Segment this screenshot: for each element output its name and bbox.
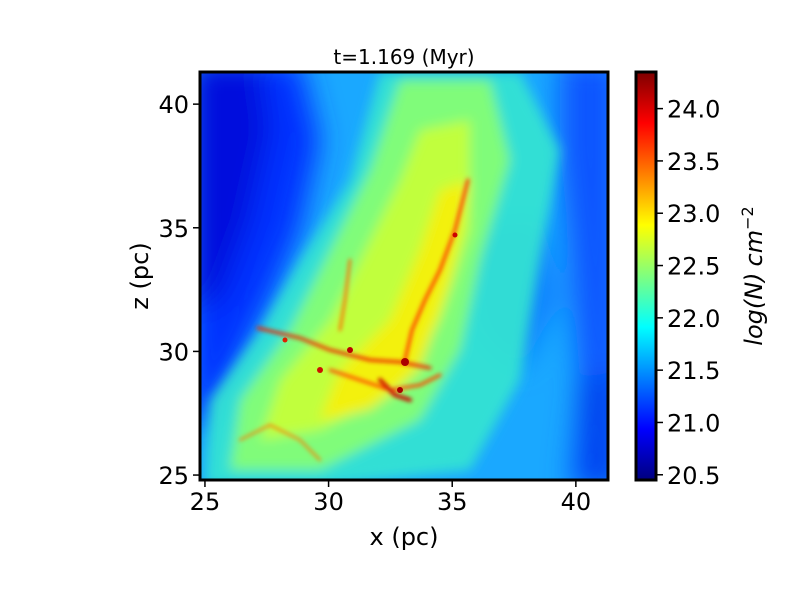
colorbar-tick-label: 23.0 [667,200,720,228]
colorbar-tick-label: 24.0 [667,96,720,124]
x-tick-label: 25 [190,488,221,516]
y-tick-label: 25 [158,462,189,490]
colorbar-frame [634,70,658,482]
x-axis-ticks: 25 30 35 40 [190,480,591,516]
colorbar-tick-label: 22.5 [667,253,720,281]
density-map [200,72,608,480]
colorbar-ticks: 20.5 21.0 21.5 22.0 22.5 23.0 23.5 24.0 [656,96,720,490]
y-tick-label: 40 [158,91,189,119]
y-tick-label: 35 [158,215,189,243]
x-tick-label: 40 [561,488,592,516]
low-density-region-upper-left [200,72,270,307]
dense-cores [282,232,458,393]
x-tick-label: 30 [313,488,344,516]
colorbar-tick-label: 23.5 [667,148,720,176]
y-axis-ticks: 25 30 35 40 [158,91,200,490]
colorbar-label-main: log(N) [740,272,768,345]
colorbar-label: log(N) cm−2 [738,206,768,345]
x-axis-label: x (pc) [370,523,439,551]
chart-title: t=1.169 (Myr) [333,45,474,69]
dense-ridge [320,180,470,420]
y-tick-label: 30 [158,338,189,366]
filament-north [338,258,352,332]
x-tick-label: 35 [437,488,468,516]
plot-frame [198,70,610,482]
colorbar [636,72,656,480]
colorbar-tick-label: 21.5 [667,357,720,385]
colorbar-tick-label: 20.5 [667,462,720,490]
filament-knot [378,378,412,402]
colorbar-tick-label: 22.0 [667,305,720,333]
colorbar-label-exp: −2 [738,206,757,230]
y-axis-label: z (pc) [126,242,154,309]
filament-main [403,178,470,362]
low-density-region-lower-right [580,373,608,480]
colorbar-label-unit: cm [740,230,768,267]
cloud-core [260,120,470,440]
colorbar-tick-label: 21.0 [667,409,720,437]
filament-lower [239,423,321,461]
